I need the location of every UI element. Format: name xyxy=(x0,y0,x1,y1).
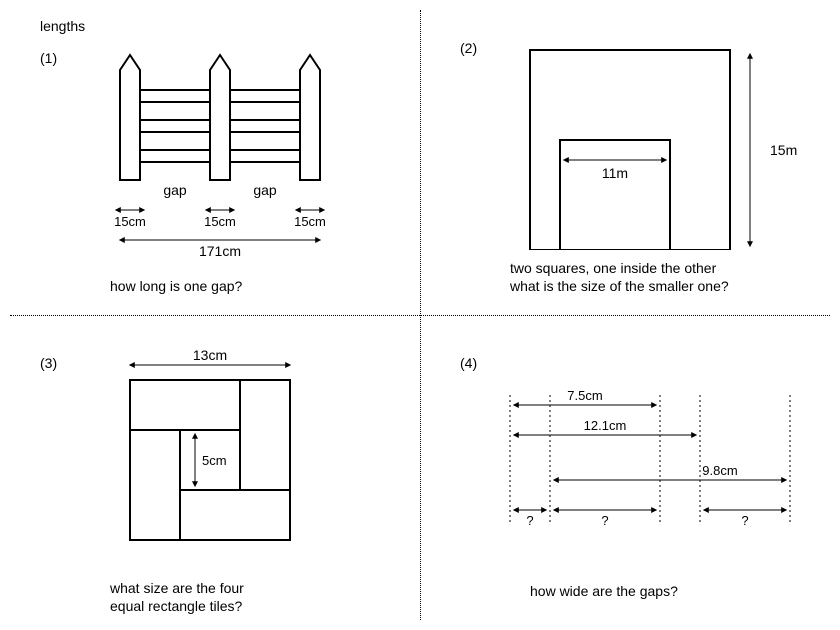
post-width-1: 15cm xyxy=(114,214,146,229)
horizontal-divider xyxy=(10,315,830,316)
gaps-diagram: 7.5cm 12.1cm 9.8cm ? ? ? xyxy=(490,385,820,565)
panel-number: (1) xyxy=(40,50,57,66)
post-width-3: 15cm xyxy=(294,214,326,229)
inner-dim: 5cm xyxy=(202,453,227,468)
q2: ? xyxy=(601,513,608,528)
dim-1: 7.5cm xyxy=(567,388,602,403)
fence-diagram: gap gap 15cm 15cm 15cm 171cm xyxy=(70,40,380,270)
question-3: what size are the four equal rectangle t… xyxy=(110,579,244,615)
post-width-2: 15cm xyxy=(204,214,236,229)
panel-number: (2) xyxy=(460,40,477,56)
gap-label-1: gap xyxy=(163,182,187,198)
panel-4: (4) 7.5cm 12.1cm 9.8cm ? ? xyxy=(430,325,840,630)
dim-3: 9.8cm xyxy=(702,463,737,478)
panel-number: (4) xyxy=(460,355,477,371)
panel-1: (1) gap gap xyxy=(10,10,420,315)
question-4: how wide are the gaps? xyxy=(530,582,678,600)
outer-dim: 15m xyxy=(770,142,797,158)
inner-dim: 11m xyxy=(602,165,628,181)
panel-number: (3) xyxy=(40,355,57,371)
question-2: two squares, one inside the other what i… xyxy=(510,259,729,295)
top-dim: 13cm xyxy=(193,350,227,363)
q1: ? xyxy=(526,513,533,528)
panel-3: (3) 13cm 5cm xyxy=(10,325,420,630)
squares-diagram: 11m 15m xyxy=(510,40,810,250)
gap-label-2: gap xyxy=(253,182,277,198)
tiles-diagram: 13cm 5cm xyxy=(110,350,330,570)
dim-2: 12.1cm xyxy=(584,418,627,433)
q3: ? xyxy=(741,513,748,528)
panel-2: (2) 11m 15m two squares, one inside the … xyxy=(430,10,840,315)
total-width: 171cm xyxy=(199,243,241,259)
question-1: how long is one gap? xyxy=(110,277,242,295)
